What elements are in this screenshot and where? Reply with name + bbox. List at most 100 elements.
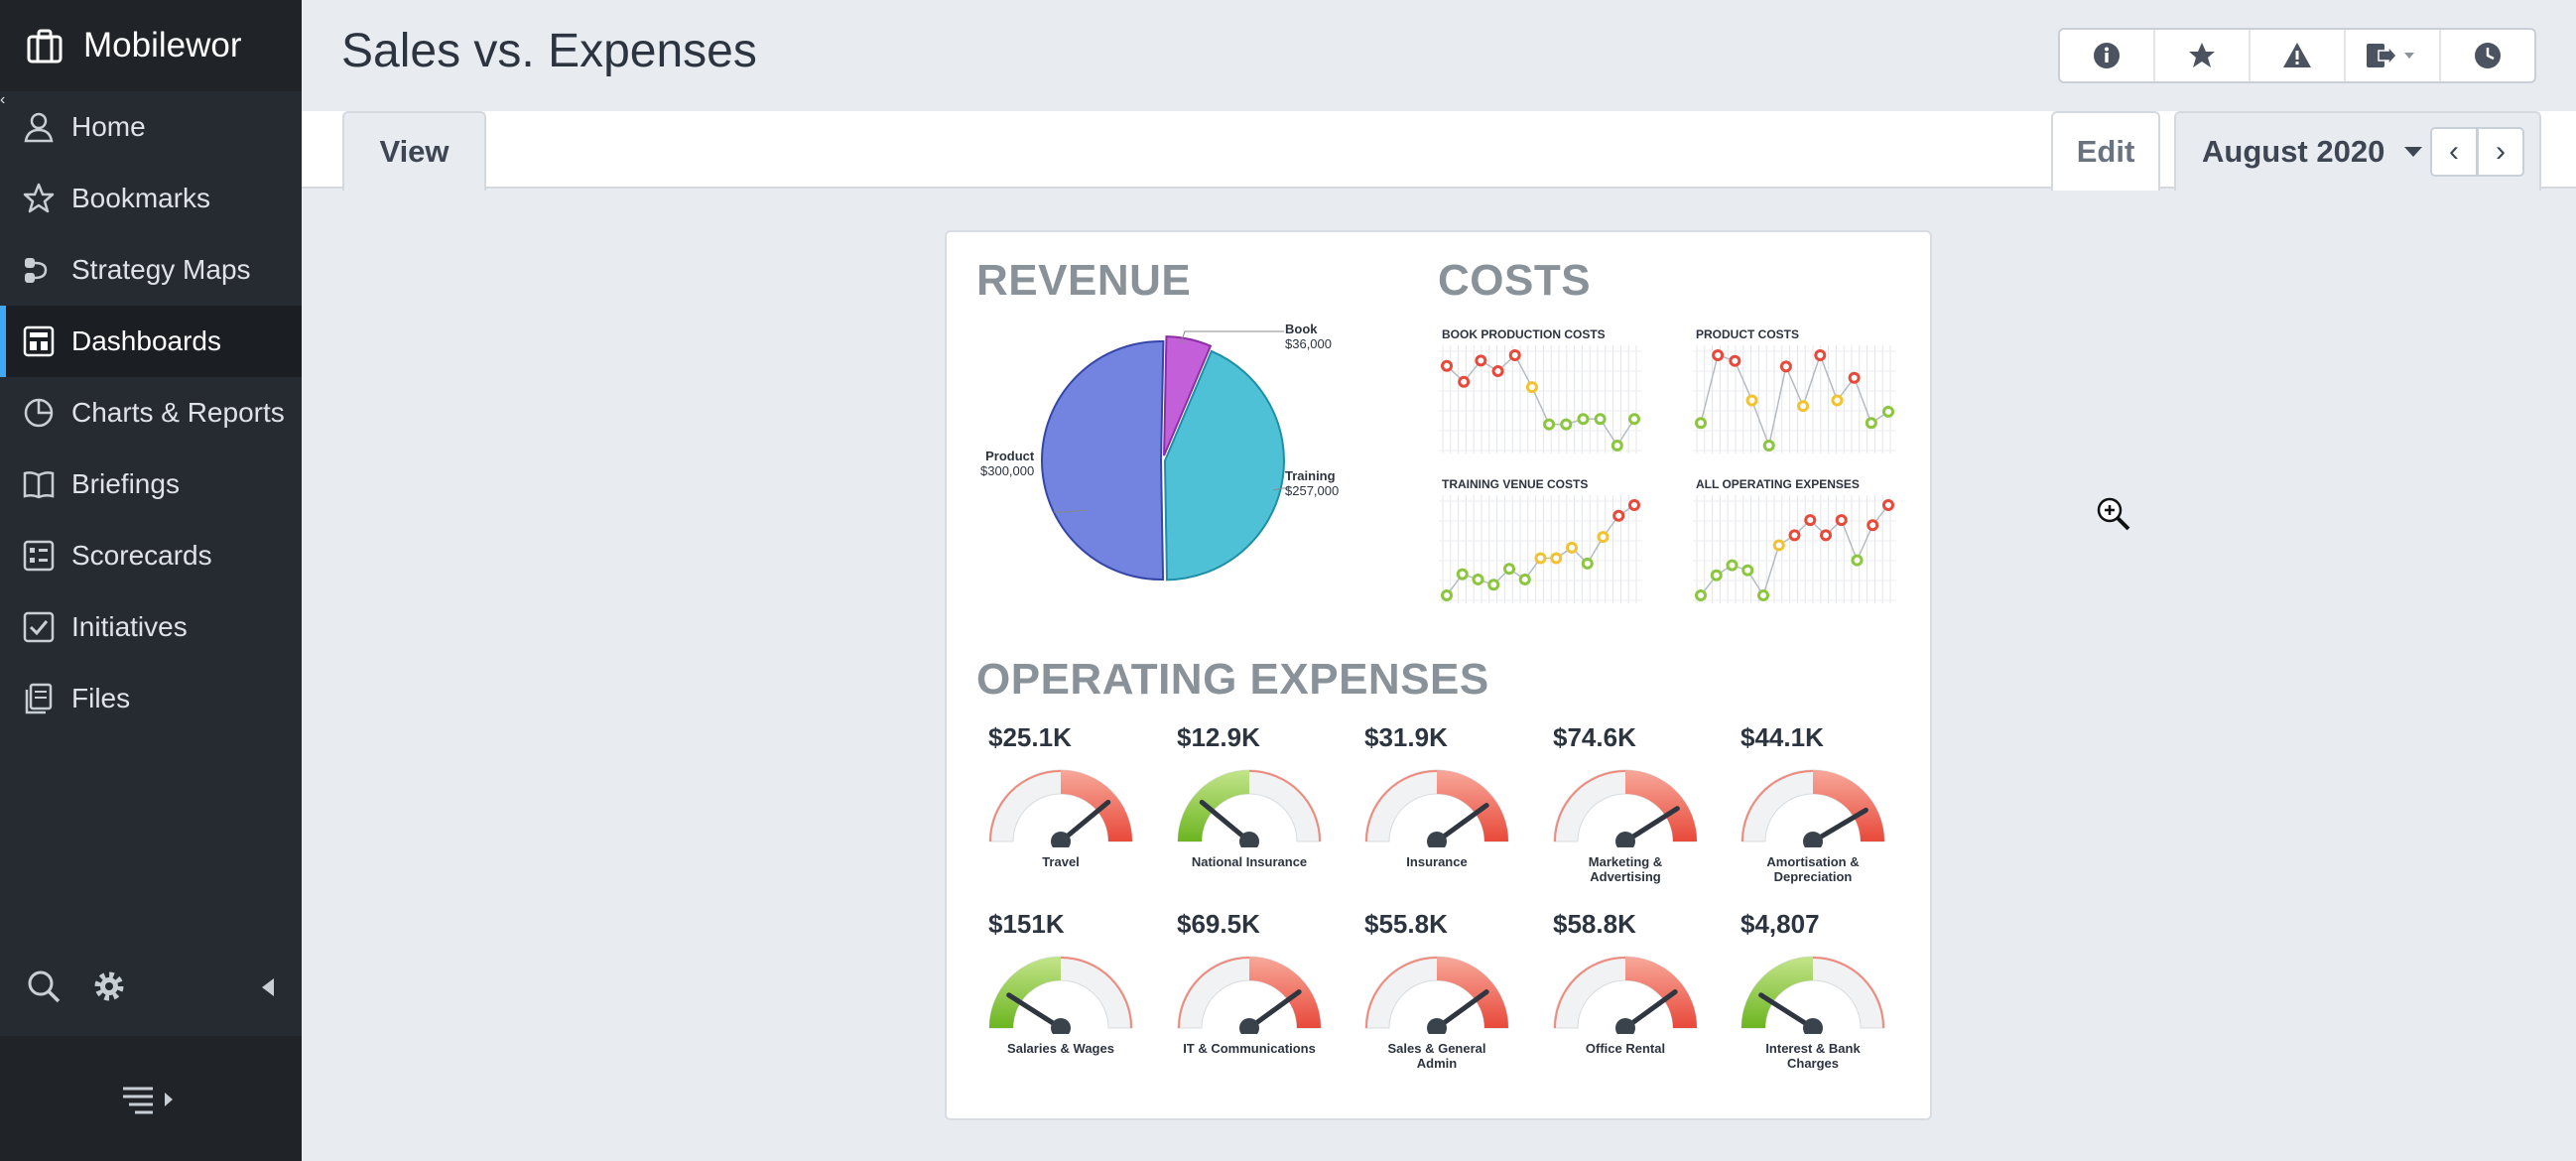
book-icon: [23, 471, 55, 499]
gauge-hub: [1427, 832, 1447, 847]
sparkline-all-operating-expenses[interactable]: [1693, 493, 1896, 607]
sparkline-point: [1814, 349, 1827, 361]
sidebar-item-charts-reports[interactable]: Charts & Reports: [0, 377, 302, 449]
gauge-office-rental[interactable]: [1551, 953, 1700, 1034]
sparkline-point: [1543, 418, 1556, 431]
sparkline-point: [1534, 552, 1547, 565]
collapse-sidebar-chevron-icon[interactable]: ‹: [0, 91, 6, 108]
gauge-interest-bank-charges[interactable]: [1739, 953, 1887, 1034]
gauge-red-zone: [1437, 957, 1508, 1028]
sparkline-point: [1581, 557, 1594, 570]
tab-edit[interactable]: Edit: [2051, 111, 2160, 191]
sparkline-point: [1472, 573, 1484, 585]
scorecard-icon: [23, 540, 55, 572]
sparkline-point: [1695, 417, 1707, 430]
gauge-red-zone: [1061, 770, 1132, 841]
gauge-hub: [1051, 832, 1071, 847]
gauge-hub: [1427, 1018, 1447, 1034]
gauge-hub: [1803, 1018, 1823, 1034]
gauge-insurance[interactable]: [1362, 766, 1511, 847]
gauge-label: Salaries & Wages: [1007, 1041, 1114, 1056]
sparkline-product-costs[interactable]: [1693, 343, 1896, 457]
star-icon: [2189, 43, 2215, 67]
sparkline-point: [1441, 359, 1453, 372]
gauge-red-zone: [1249, 957, 1321, 1028]
caret-down-icon: [2404, 147, 2423, 157]
gauge-label: Amortisation & Depreciation: [1766, 854, 1860, 884]
sparkline-training-venue-costs[interactable]: [1439, 493, 1642, 607]
gauge-travel[interactable]: [986, 766, 1135, 847]
gauge-needle: [1199, 799, 1252, 844]
gear-icon[interactable]: [91, 968, 127, 1004]
pie-slice-book[interactable]: [1163, 335, 1213, 456]
gauge-hub: [1615, 832, 1635, 847]
gauge-needle: [1434, 989, 1489, 1031]
sidebar-item-files[interactable]: Files: [0, 663, 302, 734]
sidebar-item-strategy-maps[interactable]: Strategy Maps: [0, 234, 302, 306]
gauge-national-insurance[interactable]: [1175, 766, 1324, 847]
gauge-label: Marketing & Advertising: [1588, 854, 1663, 884]
gauge-it-communications[interactable]: [1175, 953, 1324, 1034]
gauge-needle: [1006, 992, 1064, 1031]
gauge-marketing-advertising[interactable]: [1551, 766, 1700, 847]
pie-leader-book: [1180, 330, 1284, 344]
gauge-hub: [1239, 832, 1259, 847]
pie-leader-training: [1272, 487, 1290, 491]
gauge-sales-general-admin[interactable]: [1362, 953, 1511, 1034]
sidebar-item-home[interactable]: Home: [0, 91, 302, 163]
sparkline-point: [1456, 568, 1469, 580]
sidebar-item-label: Scorecards: [71, 540, 212, 571]
gauge-label: Insurance: [1406, 854, 1468, 869]
previous-period-button[interactable]: ‹: [2430, 127, 2478, 177]
gauge-value: $69.5K: [1177, 909, 1260, 939]
menu-expand-icon[interactable]: [121, 1084, 181, 1115]
pie-label-product: Product $300,000: [980, 449, 1035, 478]
pie-label-training: Training $257,000: [1285, 468, 1340, 498]
gauge-needle: [1622, 806, 1680, 844]
pie-slice-training[interactable]: [1163, 349, 1285, 581]
gauge-salaries-wages[interactable]: [986, 953, 1135, 1034]
gauge-red-zone: [1813, 770, 1884, 841]
sparkline-point: [1566, 541, 1578, 554]
gauge-value: $12.9K: [1177, 722, 1260, 752]
alert-button[interactable]: [2251, 30, 2346, 81]
warning-icon: [2283, 43, 2311, 67]
brand-bar: Mobilewor: [0, 0, 302, 91]
sidebar-item-label: Home: [71, 111, 146, 142]
search-icon[interactable]: [26, 968, 62, 1004]
gauge-red-zone: [1437, 770, 1508, 841]
history-button[interactable]: [2441, 30, 2534, 81]
export-button[interactable]: [2346, 30, 2441, 81]
gauge-amortisation-depreciation[interactable]: [1739, 766, 1887, 847]
info-button[interactable]: [2060, 30, 2155, 81]
sparkline-point: [1628, 499, 1640, 511]
sparkline-point: [1882, 499, 1894, 511]
sparkline-point: [1867, 519, 1879, 532]
sidebar-item-briefings[interactable]: Briefings: [0, 449, 302, 520]
clock-icon: [2475, 43, 2501, 68]
dashboard-icon: [23, 325, 55, 357]
sidebar-item-bookmarks[interactable]: Bookmarks: [0, 163, 302, 234]
operating-expenses-title: OPERATING EXPENSES: [976, 655, 1489, 704]
sidebar-item-initiatives[interactable]: Initiatives: [0, 591, 302, 663]
sparkline-point: [1835, 514, 1848, 527]
sparkline-point: [1458, 375, 1471, 388]
gauge-hub: [1239, 1018, 1259, 1034]
brand-name: Mobilewor: [83, 26, 242, 64]
revenue-pie-chart[interactable]: [947, 322, 1344, 619]
export-icon: [2367, 44, 2414, 67]
sidebar-item-dashboards[interactable]: Dashboards: [0, 306, 302, 377]
sidebar-item-scorecards[interactable]: Scorecards: [0, 520, 302, 591]
gauge-needle: [1434, 803, 1489, 844]
collapse-left-icon[interactable]: [258, 976, 278, 998]
gauge-value: $44.1K: [1740, 722, 1824, 752]
gauge-needle: [1246, 989, 1302, 1031]
next-period-button[interactable]: ›: [2477, 127, 2524, 177]
sparkline-book-production-costs[interactable]: [1439, 343, 1642, 457]
bookmark-button[interactable]: [2155, 30, 2251, 81]
sparkline-point: [1550, 552, 1563, 565]
pie-slice-product[interactable]: [1041, 340, 1165, 580]
tab-view[interactable]: View: [342, 111, 486, 191]
gauge-green-zone: [1178, 770, 1249, 841]
gauge-value: $58.8K: [1553, 909, 1636, 939]
